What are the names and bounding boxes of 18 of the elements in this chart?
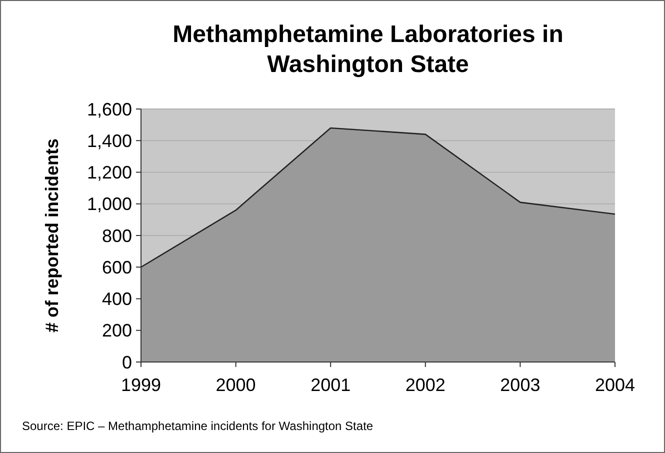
y-tick-label: 800 — [102, 226, 132, 246]
y-tick-label: 1,200 — [86, 162, 132, 183]
y-tick-label: 1,600 — [86, 99, 132, 120]
y-axis-title: # of reported incidents — [42, 138, 62, 333]
chart-title: Methamphetamine Laboratories in Washington State — [172, 21, 564, 78]
x-tick-label: 1999 — [120, 375, 162, 395]
x-tick-label: 2001 — [310, 375, 351, 395]
source-note: Source: EPIC – Methamphetamine incidents for Washington State — [22, 419, 374, 433]
y-tick-label: 1,000 — [86, 194, 132, 214]
x-tick-label: 2002 — [405, 375, 446, 395]
y-tick-label: 200 — [102, 320, 132, 341]
y-tick-label: 400 — [102, 289, 132, 310]
y-tick-label: 1,400 — [86, 130, 132, 151]
x-tick-label: 2004 — [594, 375, 636, 395]
y-tick-label: 600 — [102, 257, 132, 278]
x-tick-label: 2003 — [500, 375, 540, 395]
x-tick-label: 2000 — [216, 375, 256, 395]
y-tick-label: 0 — [122, 352, 132, 372]
